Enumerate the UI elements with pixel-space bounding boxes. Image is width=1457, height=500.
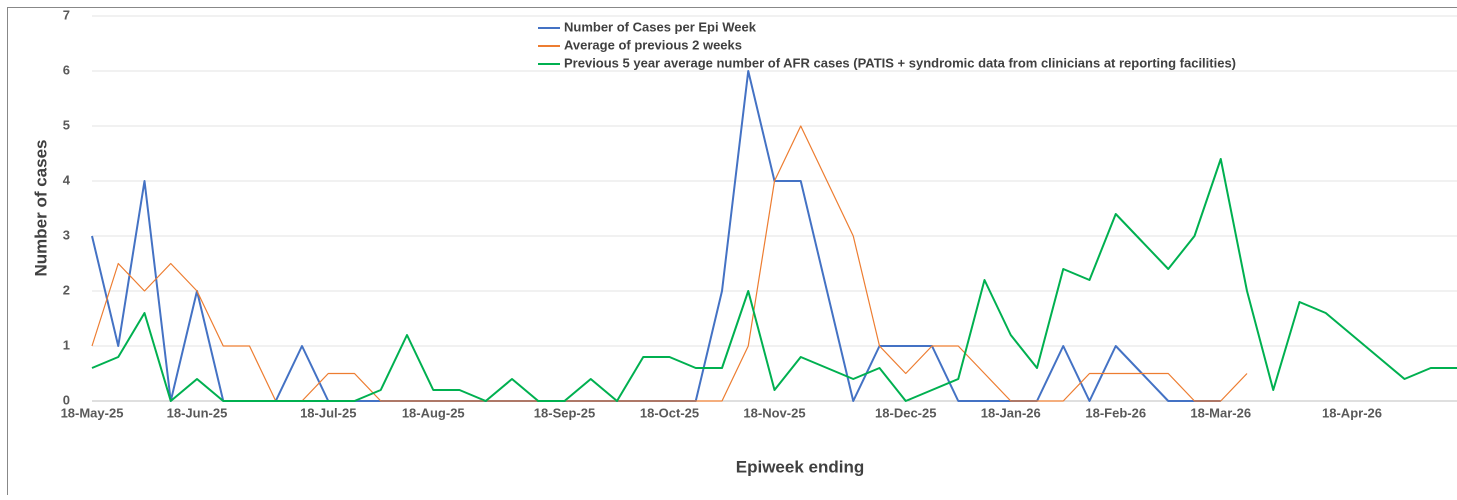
y-tick-label: 5 — [63, 117, 70, 132]
y-tick-label: 4 — [63, 172, 71, 187]
legend-label: Previous 5 year average number of AFR ca… — [564, 55, 1236, 70]
y-tick-label: 1 — [63, 337, 70, 352]
legend-label: Number of Cases per Epi Week — [564, 19, 757, 34]
legend-label: Average of previous 2 weeks — [564, 37, 742, 52]
y-tick-label: 3 — [63, 227, 70, 242]
y-tick-label: 6 — [63, 62, 70, 77]
x-tick-label: 18-Feb-26 — [1085, 405, 1146, 420]
x-tick-label: 18-Aug-25 — [402, 405, 465, 420]
x-tick-label: 18-Mar-26 — [1190, 405, 1251, 420]
x-tick-label: 18-Nov-25 — [743, 405, 805, 420]
y-tick-label: 2 — [63, 282, 70, 297]
x-tick-label: 18-Oct-25 — [640, 405, 699, 420]
x-tick-label: 18-Jun-25 — [167, 405, 228, 420]
x-tick-label: 18-May-25 — [61, 405, 124, 420]
x-tick-label: 18-Dec-25 — [875, 405, 936, 420]
y-tick-label: 7 — [63, 7, 70, 22]
x-axis-label: Epiweek ending — [736, 457, 864, 476]
x-tick-label: 18-Jul-25 — [300, 405, 356, 420]
x-tick-label: 18-Apr-26 — [1322, 405, 1382, 420]
x-tick-label: 18-Jan-26 — [981, 405, 1041, 420]
series-line — [92, 126, 1247, 401]
x-tick-label: 18-Sep-25 — [534, 405, 595, 420]
y-axis-label: Number of cases — [31, 140, 50, 277]
series-line — [92, 159, 1457, 401]
